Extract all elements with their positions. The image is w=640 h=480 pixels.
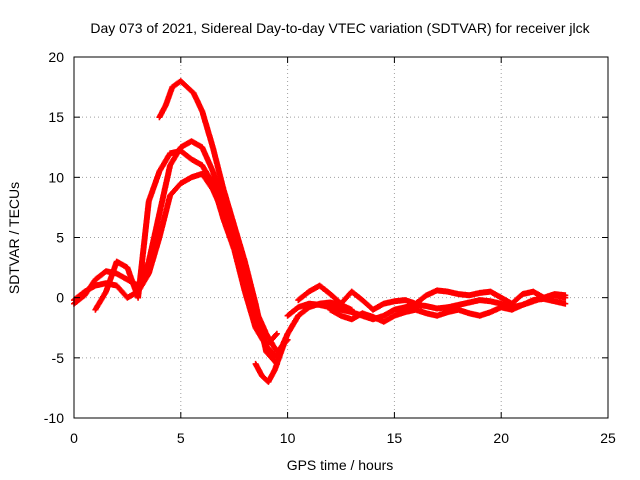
series-points bbox=[295, 282, 569, 313]
chart-title: Day 073 of 2021, Sidereal Day-to-day VTE… bbox=[90, 20, 590, 36]
series-points bbox=[92, 147, 280, 349]
series-points bbox=[252, 312, 302, 385]
y-tick-label: 10 bbox=[48, 169, 64, 185]
ticks: 0 5 10 15 20 25 -10 -5 0 5 10 15 20 bbox=[44, 49, 616, 446]
y-tick-label: 0 bbox=[56, 290, 64, 306]
x-tick-label: 5 bbox=[177, 430, 185, 446]
x-tick-label: 20 bbox=[493, 430, 509, 446]
x-axis-label: GPS time / hours bbox=[287, 457, 394, 473]
series-track-8 bbox=[327, 292, 569, 325]
y-tick-label: 5 bbox=[56, 230, 64, 246]
y-tick-label: -5 bbox=[52, 350, 65, 366]
y-tick-label: 15 bbox=[48, 109, 64, 125]
x-tick-label: 0 bbox=[70, 430, 78, 446]
series-track-3 bbox=[92, 147, 280, 349]
x-tick-label: 15 bbox=[387, 430, 403, 446]
series-track-5 bbox=[252, 312, 302, 385]
x-tick-label: 10 bbox=[280, 430, 296, 446]
series-points bbox=[156, 78, 280, 367]
series-points bbox=[327, 292, 569, 325]
series-track-7 bbox=[295, 282, 569, 313]
y-axis-label: SDTVAR / TECUs bbox=[6, 182, 22, 294]
x-tick-label: 25 bbox=[600, 430, 616, 446]
y-tick-label: 20 bbox=[48, 49, 64, 65]
y-tick-label: -10 bbox=[44, 410, 64, 426]
series-track-4 bbox=[156, 78, 280, 367]
data-layer bbox=[71, 78, 569, 385]
